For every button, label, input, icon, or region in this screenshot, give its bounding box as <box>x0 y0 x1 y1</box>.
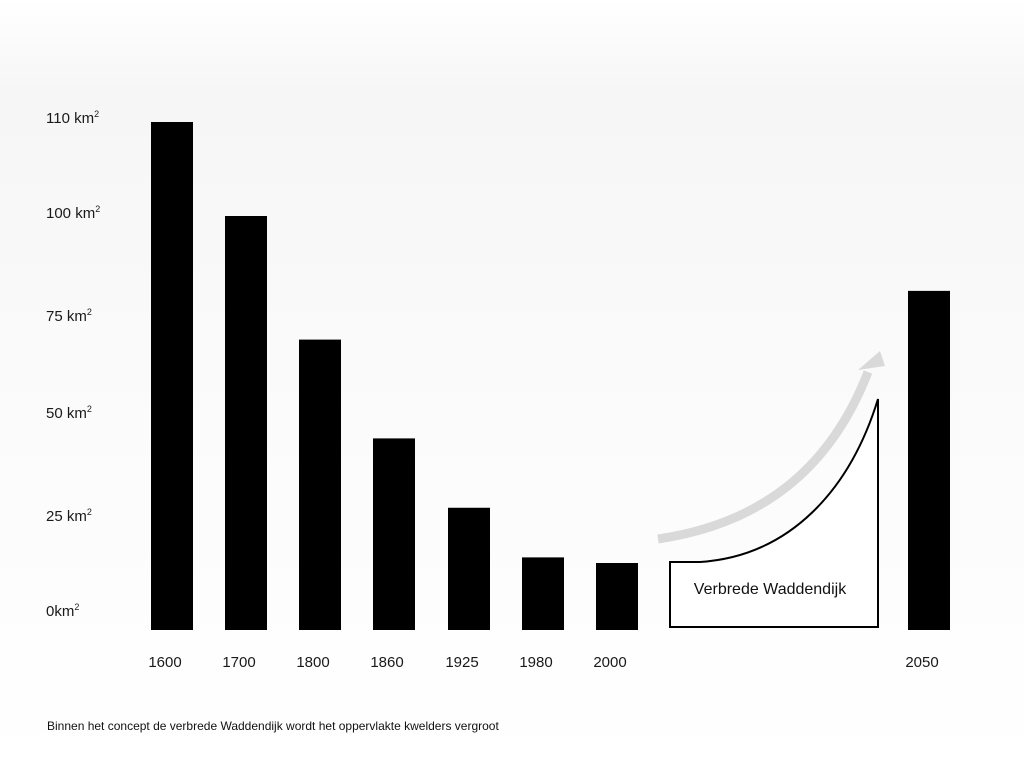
waddendijk-annotation: Verbrede Waddendijk <box>657 351 885 628</box>
bars <box>151 122 950 630</box>
y-axis-ticks: 0km2 25 km2 50 km2 75 km2 100 km2 110 km2 <box>46 109 100 620</box>
waddendijk-shape <box>669 398 879 628</box>
y-tick-label: 100 km2 <box>46 204 100 222</box>
x-tick-label: 2000 <box>593 654 626 671</box>
bar-1925 <box>448 507 490 630</box>
x-axis-labels: 1600 1700 1800 1860 1925 1980 2000 2050 <box>148 654 938 671</box>
y-tick-label: 25 km2 <box>46 507 92 525</box>
x-tick-label: 1980 <box>519 654 552 671</box>
x-tick-label: 1925 <box>445 654 478 671</box>
bar-2000 <box>596 563 638 630</box>
growth-arrow-head <box>858 351 885 370</box>
y-tick-label: 50 km2 <box>46 404 92 422</box>
growth-arrow-shaft <box>657 370 873 544</box>
y-tick-label: 110 km2 <box>46 109 99 127</box>
bar-1600 <box>151 122 193 630</box>
bar-1800 <box>299 339 341 630</box>
x-tick-label: 1600 <box>148 654 181 671</box>
x-tick-label: 1700 <box>222 654 255 671</box>
bar-2050 <box>908 290 950 630</box>
bar-1700 <box>225 216 267 630</box>
y-tick-label: 75 km2 <box>46 307 92 325</box>
y-tick-label: 0km2 <box>46 602 79 620</box>
x-tick-label: 1860 <box>370 654 403 671</box>
bar-1860 <box>373 438 415 630</box>
bar-1980 <box>522 557 564 630</box>
waddendijk-label: Verbrede Waddendijk <box>694 581 847 598</box>
x-tick-label: 1800 <box>296 654 329 671</box>
figure-caption: Binnen het concept de verbrede Waddendij… <box>47 719 499 733</box>
x-tick-label: 2050 <box>905 654 938 671</box>
